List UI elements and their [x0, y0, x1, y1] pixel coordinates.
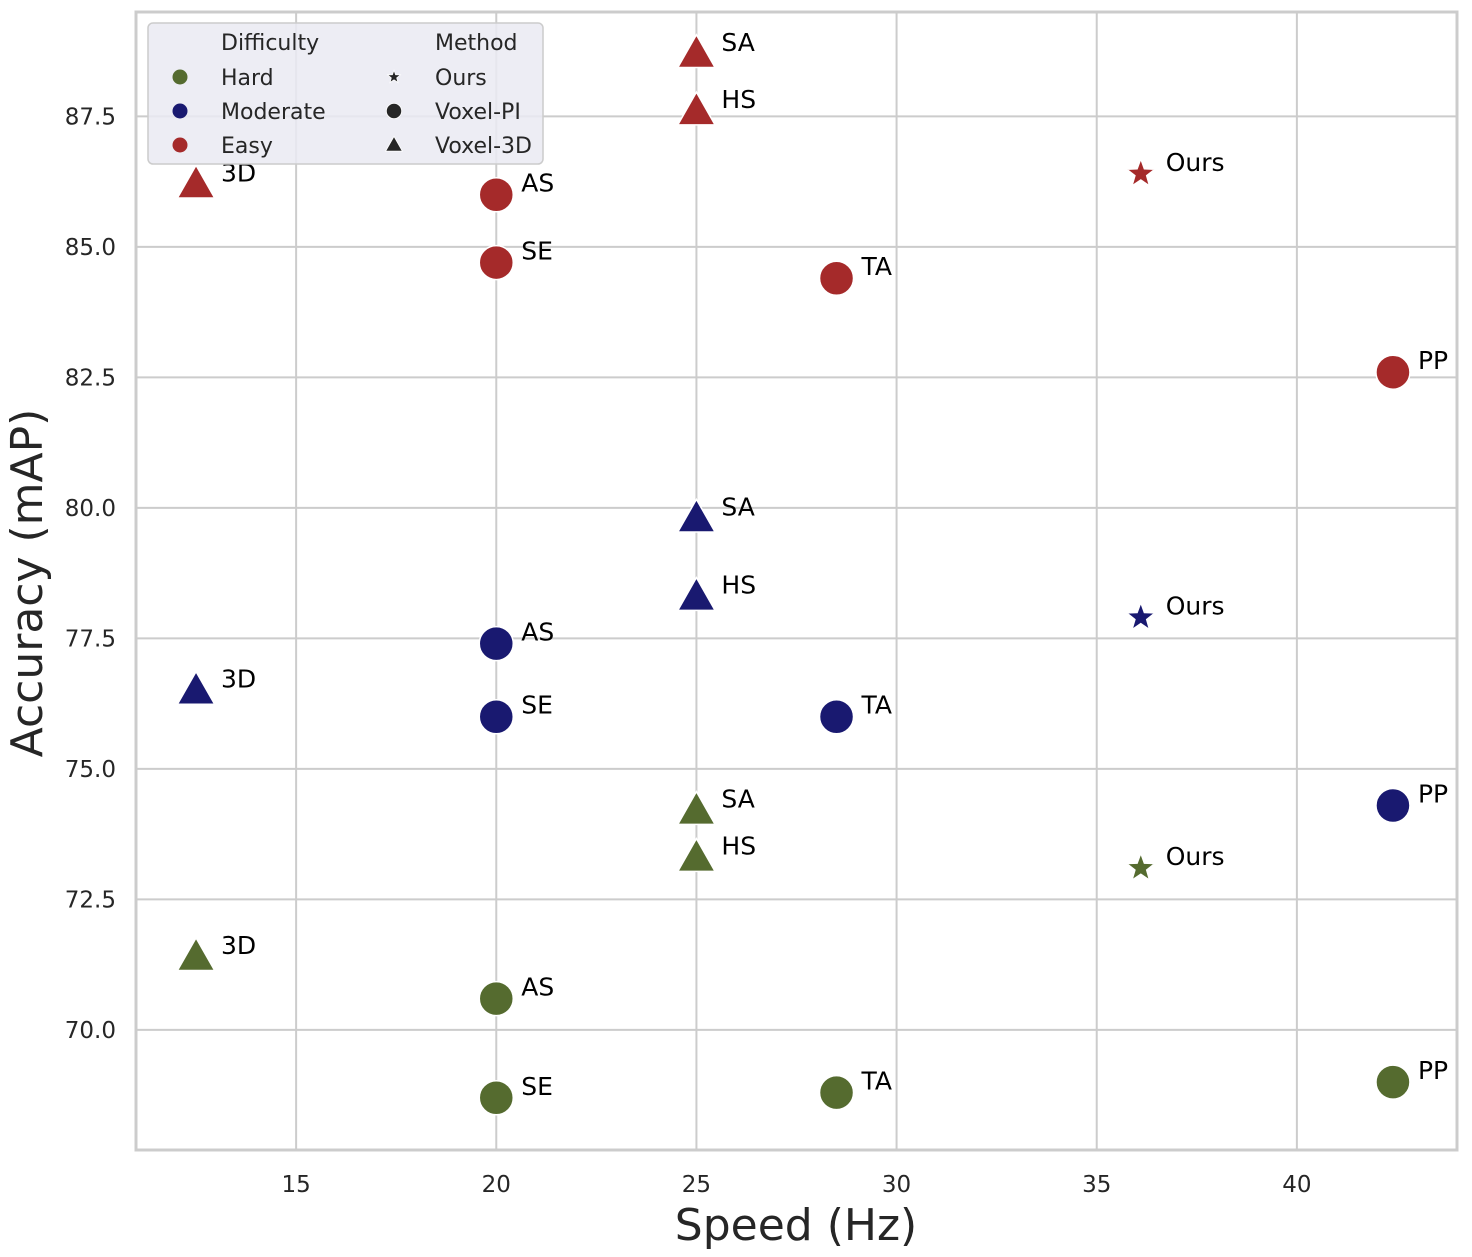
data-point-triangle: [676, 576, 717, 612]
data-label: SA: [721, 785, 754, 814]
legend-label-hard: Hard: [221, 66, 274, 91]
data-label: 3D: [221, 931, 256, 960]
data-point-triangle: [176, 670, 216, 706]
data-point-circle: [818, 698, 855, 735]
legend-label-star: Ours: [435, 66, 487, 91]
data-label: TA: [861, 1067, 892, 1096]
data-point-triangle: [676, 497, 717, 533]
series-hard: 3D AS SE SA HS TA Ours PP: [176, 785, 1448, 1116]
data-point-circle: [818, 260, 855, 296]
data-point-circle: [478, 625, 515, 662]
legend-marker-triangle: [384, 135, 404, 152]
data-point-star: [1124, 156, 1158, 188]
data-label: HS: [721, 571, 756, 600]
data-label: Ours: [1166, 592, 1225, 621]
series-moderate: 3D AS SE SA HS TA Ours PP: [176, 492, 1448, 824]
data-label: SE: [521, 1072, 553, 1101]
data-label: HS: [721, 85, 756, 114]
data-label: TA: [861, 252, 892, 281]
legend-label-moderate: Moderate: [221, 100, 326, 125]
data-point-triangle: [176, 936, 216, 972]
x-axis-ticks: 15 20 25 30 35 40: [281, 1172, 1311, 1198]
plot-area-frame: [134, 10, 1459, 1152]
data-label: PP: [1418, 779, 1448, 808]
data-label: SE: [521, 691, 553, 720]
grid-lines: [136, 12, 1457, 1150]
legend-marker-easy: [172, 137, 188, 153]
data-point-circle: [478, 698, 515, 735]
data-point-circle: [1375, 354, 1411, 390]
data-label: HS: [721, 832, 756, 861]
legend-difficulty-title: Difficulty: [221, 31, 319, 56]
data-point-triangle: [676, 33, 717, 69]
data-point-circle: [478, 176, 515, 213]
data-point-triangle: [676, 837, 717, 873]
data-label: PP: [1418, 1056, 1448, 1085]
data-point-circle: [478, 244, 515, 281]
data-label: AS: [521, 169, 554, 198]
data-label: Ours: [1166, 148, 1225, 177]
y-tick-label: 85.0: [65, 235, 116, 261]
legend-label-circle: Voxel-PI: [435, 100, 521, 125]
y-tick-label: 87.5: [65, 104, 116, 130]
y-tick-label: 77.5: [65, 626, 116, 652]
x-tick-label: 20: [482, 1172, 511, 1198]
x-tick-label: 40: [1282, 1172, 1311, 1198]
y-tick-label: 70.0: [65, 1018, 116, 1044]
legend: Difficulty Method Hard Moderate Easy Ours Vo…: [147, 22, 544, 165]
data-label: Ours: [1166, 842, 1225, 871]
data-label: PP: [1418, 346, 1448, 375]
x-tick-label: 25: [682, 1172, 711, 1198]
y-tick-label: 80.0: [65, 496, 116, 522]
data-point-star: [1124, 600, 1158, 632]
x-axis-title: Speed (Hz): [675, 1200, 917, 1251]
data-label: SA: [721, 28, 754, 57]
data-label: TA: [861, 691, 892, 720]
x-tick-label: 15: [281, 1172, 310, 1198]
legend-method-title: Method: [435, 31, 518, 56]
data-label: SE: [521, 237, 553, 266]
y-axis-ticks: 70.0 72.5 75.0 77.5 80.0 82.5 85.0 87.5: [65, 104, 116, 1044]
legend-box: [147, 22, 544, 165]
data-label: AS: [521, 618, 554, 647]
data-point-triangle: [676, 790, 717, 826]
legend-marker-circle: [385, 102, 403, 120]
y-tick-label: 75.0: [65, 757, 116, 783]
legend-marker-hard: [172, 69, 188, 85]
legend-marker-star: [386, 69, 402, 84]
y-tick-label: 82.5: [65, 365, 116, 391]
data-point-circle: [478, 980, 515, 1017]
legend-label-easy: Easy: [221, 134, 273, 159]
legend-label-triangle: Voxel-3D: [435, 134, 532, 159]
y-tick-label: 72.5: [65, 887, 116, 913]
data-point-circle: [478, 1080, 515, 1116]
data-point-circle: [1375, 1064, 1411, 1100]
data-point-triangle: [676, 90, 717, 126]
x-tick-label: 35: [1082, 1172, 1111, 1198]
data-point-circle: [818, 1074, 855, 1111]
x-tick-label: 30: [882, 1172, 911, 1198]
legend-marker-moderate: [172, 103, 188, 119]
data-point-triangle: [176, 163, 216, 199]
data-points: 3D ASSESAHSTAOursPP3DASSESAHSTAOursPP3DAS…: [176, 28, 1448, 1116]
data-label: SA: [721, 492, 754, 521]
data-label: 3D: [221, 665, 256, 694]
y-axis-title: Accuracy (mAP): [2, 409, 53, 758]
data-point-circle: [1375, 787, 1411, 824]
data-label: AS: [521, 973, 554, 1002]
data-point-star: [1124, 850, 1158, 882]
legend-items: Hard Moderate Easy Ours Voxel-PI Voxel-3D: [172, 66, 532, 159]
